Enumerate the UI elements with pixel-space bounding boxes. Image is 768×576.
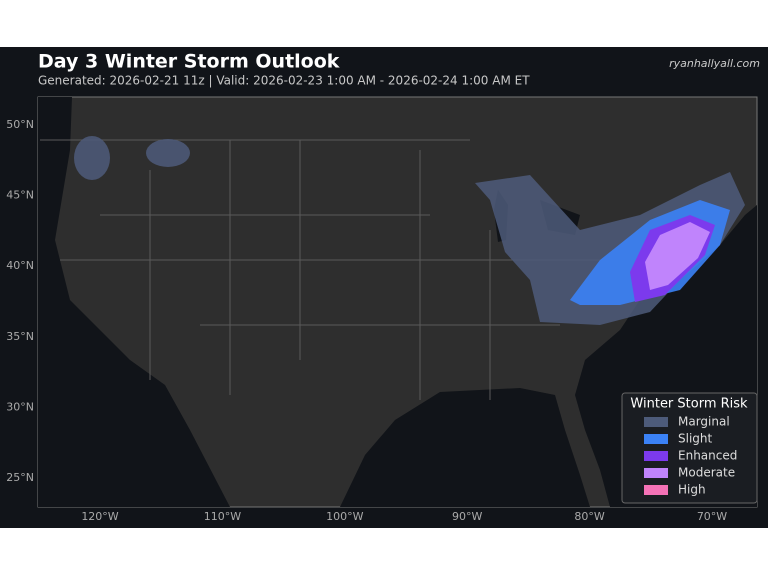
risk-area: [74, 136, 110, 180]
lat-label: 40°N: [6, 259, 34, 272]
lon-label: 90°W: [452, 510, 482, 523]
lat-labels: 50°N 45°N 40°N 35°N 30°N 25°N: [6, 118, 34, 484]
lon-label: 80°W: [574, 510, 604, 523]
legend-items: Marginal Slight Enhanced Moderate High: [644, 415, 737, 497]
risk-area: [146, 139, 190, 167]
legend-label: Slight: [678, 432, 713, 446]
lon-label: 120°W: [81, 510, 118, 523]
legend-title: Winter Storm Risk: [630, 397, 748, 412]
risk-area: [645, 222, 710, 290]
lat-label: 50°N: [6, 118, 34, 131]
lon-label: 110°W: [204, 510, 241, 523]
lat-label: 30°N: [6, 400, 34, 413]
legend-label: Enhanced: [678, 449, 737, 463]
ocean: [38, 97, 230, 507]
lat-label: 35°N: [6, 330, 34, 343]
legend-label: Marginal: [678, 415, 730, 429]
legend-swatch: [644, 417, 668, 427]
source: ryanhallyall.com: [669, 57, 760, 70]
ocean: [340, 388, 590, 507]
title: Day 3 Winter Storm Outlook: [38, 51, 340, 73]
legend-label: Moderate: [678, 466, 735, 480]
legend-swatch: [644, 451, 668, 461]
legend-label: High: [678, 483, 706, 497]
legend-swatch: [644, 485, 668, 495]
lat-label: 45°N: [6, 189, 34, 202]
lon-label: 70°W: [697, 510, 727, 523]
map: [37, 96, 758, 508]
borders: [40, 139, 600, 400]
lon-labels: 120°W 110°W 100°W 90°W 80°W 70°W: [81, 510, 727, 523]
subtitle: Generated: 2026-02-21 11z | Valid: 2026-…: [38, 74, 530, 88]
legend: Winter Storm Risk Marginal Slight Enhanced…: [621, 392, 758, 504]
legend-swatch: [644, 468, 668, 478]
lon-label: 100°W: [326, 510, 363, 523]
lat-label: 25°N: [6, 471, 34, 484]
legend-swatch: [644, 434, 668, 444]
